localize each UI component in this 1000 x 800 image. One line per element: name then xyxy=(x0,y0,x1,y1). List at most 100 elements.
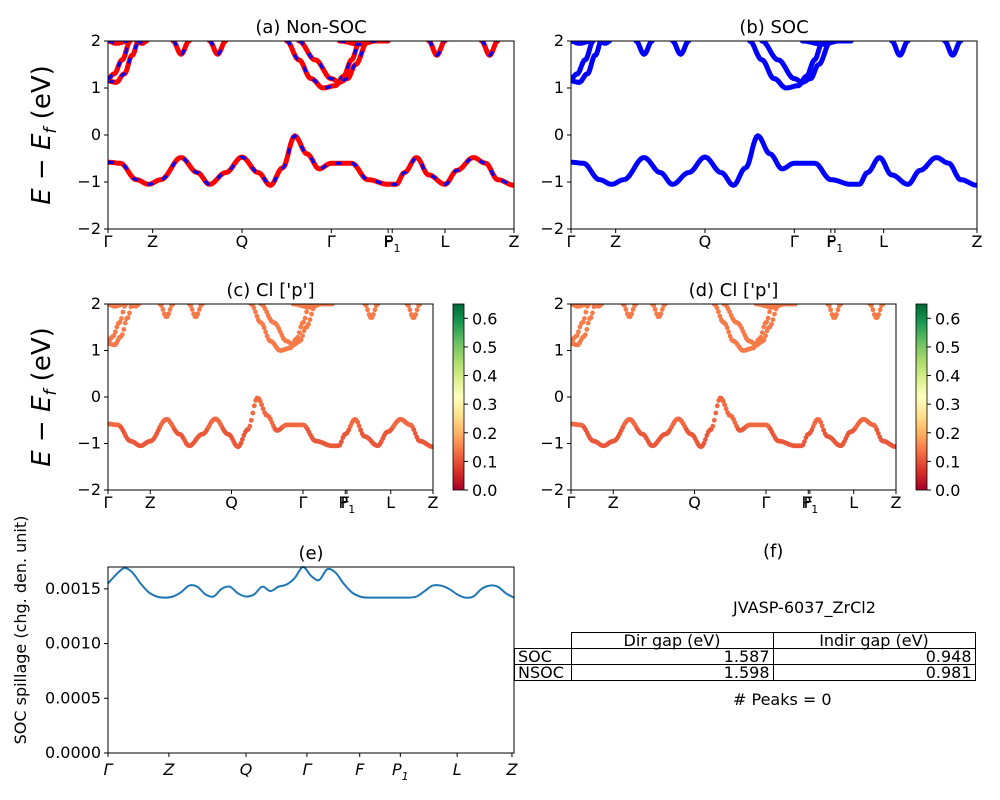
projection-point xyxy=(260,406,266,412)
y-tick-label: 0.0010 xyxy=(45,634,101,653)
conduction-band-dash xyxy=(298,41,369,84)
colorbar-tick-label: 0.4 xyxy=(472,367,497,386)
colorbar-tick-label: 0.4 xyxy=(935,367,960,386)
projection-point xyxy=(365,307,370,313)
projection-point xyxy=(875,431,881,436)
y-tick-label: 0 xyxy=(554,125,564,144)
conduction-band-dash xyxy=(108,41,131,81)
projection-point xyxy=(298,337,304,343)
colorbar-tick-label: 0.2 xyxy=(935,424,960,443)
projection-point xyxy=(828,307,833,313)
projection-point xyxy=(127,310,132,316)
projection-point xyxy=(772,311,777,317)
projection-point xyxy=(329,304,335,307)
projection-point xyxy=(726,329,731,335)
k-point-label: L xyxy=(453,760,462,779)
indir-gap-value: 0.981 xyxy=(772,664,976,681)
k-point-label: Γ xyxy=(567,493,576,512)
projection-point xyxy=(417,304,423,307)
y-tick-label: −2 xyxy=(77,219,101,238)
k-point-label: F xyxy=(341,493,350,512)
k-point-label: Γ xyxy=(762,493,771,512)
panel-title: (b) SOC xyxy=(739,17,808,38)
conduction-band xyxy=(670,41,692,57)
y-tick-label: 1 xyxy=(554,341,564,360)
projection-point xyxy=(792,304,798,307)
panel-d: (d) Cl ['p']210−1−2Γ Z Q Γ FP1 L Z0.60.50.40.3… xyxy=(540,280,960,516)
y-tick-label: 0 xyxy=(554,387,564,406)
projection-point xyxy=(406,304,411,308)
projection-point xyxy=(582,316,587,321)
conduction-band-dash xyxy=(172,41,190,56)
axes-frame xyxy=(107,40,515,230)
projection-point xyxy=(588,315,594,320)
colorbar-tick-label: 0.3 xyxy=(472,395,497,414)
projection-point xyxy=(703,437,708,442)
y-tick-label: 2 xyxy=(554,31,564,50)
projection-point xyxy=(412,431,418,436)
projection-point xyxy=(304,309,309,315)
indir-gap-header: Indir gap (eV) xyxy=(772,632,976,649)
k-point-label: P1 xyxy=(392,760,409,783)
k-point-label: P1 xyxy=(827,232,844,255)
y-tick-label: −2 xyxy=(77,480,101,499)
y-tick-label: −1 xyxy=(77,434,101,453)
k-point-label: F xyxy=(804,493,813,512)
projection-point xyxy=(247,423,253,429)
valence-band xyxy=(571,133,977,188)
conduction-band-dash xyxy=(428,41,446,57)
conduction-band xyxy=(571,41,596,82)
y-tick-label: 2 xyxy=(554,294,564,313)
projection-point xyxy=(629,311,635,317)
projection-point xyxy=(835,307,841,313)
panel-c: (c) Cl ['p']210−1−2Γ Z Q Γ FP1 L ZE − Ef (eV)0… xyxy=(27,280,497,516)
projection-point xyxy=(295,334,301,340)
projection-point xyxy=(414,307,420,313)
projection-point xyxy=(765,315,771,321)
projection-point xyxy=(375,304,381,307)
projection-point xyxy=(759,330,765,335)
projection-point xyxy=(257,398,263,404)
axes-frame xyxy=(107,566,515,754)
k-point-label: Z xyxy=(505,760,518,779)
k-point-label: Γ xyxy=(104,232,113,251)
projection-point xyxy=(111,333,117,338)
k-point-label: L xyxy=(386,493,395,512)
k-point-label: Z xyxy=(147,232,158,251)
projection-point xyxy=(363,304,369,308)
projection-point xyxy=(407,307,413,313)
projection-point xyxy=(630,307,636,312)
projection-point xyxy=(251,305,257,311)
conduction-band xyxy=(942,41,964,58)
projection-point xyxy=(584,304,590,307)
y-tick-label: 0 xyxy=(91,387,101,406)
projection-point xyxy=(769,321,774,327)
projection-point xyxy=(838,304,844,307)
projection-point xyxy=(826,304,832,308)
projection-point xyxy=(119,332,125,338)
panel-f-subtitle: JVASP-6037_ZrCl2 xyxy=(733,598,876,617)
conduction-band xyxy=(747,41,826,91)
y-axis-label: E − Ef (eV) xyxy=(27,327,61,467)
k-point-label: Z xyxy=(891,493,902,512)
k-point-label: Z xyxy=(428,493,439,512)
y-tick-label: −1 xyxy=(77,172,101,191)
projection-point xyxy=(306,321,311,327)
projection-point xyxy=(254,313,260,319)
projection-point xyxy=(238,440,244,446)
projection-point xyxy=(714,305,720,311)
projection-point xyxy=(722,402,727,408)
gap-table: Dir gap (eV) Indir gap (eV) SOC 1.587 0.… xyxy=(514,632,976,681)
k-point-label: Q xyxy=(240,760,253,779)
conduction-band xyxy=(633,41,655,57)
projection-point xyxy=(358,427,363,433)
y-tick-label: −1 xyxy=(540,434,564,453)
projection-point xyxy=(710,423,716,429)
projection-point xyxy=(199,304,205,307)
k-point-label: Z xyxy=(162,760,175,779)
projection-point xyxy=(767,309,772,315)
k-point-label: Γ xyxy=(327,232,336,251)
y-tick-label: 1 xyxy=(91,78,101,97)
k-point-label: P1 xyxy=(384,232,401,255)
